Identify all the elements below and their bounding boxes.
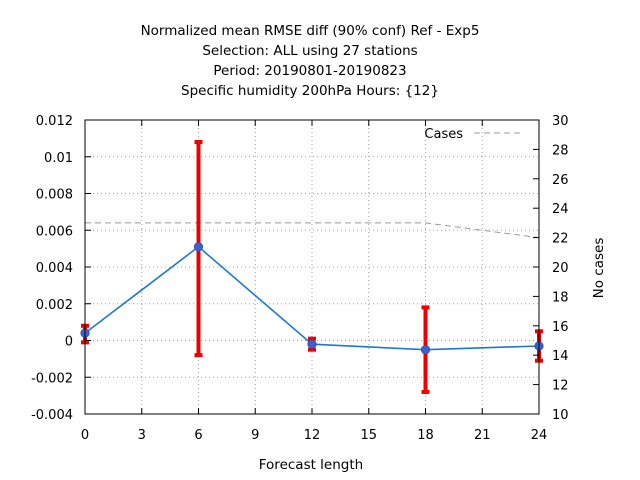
y2-tick-label: 28 bbox=[552, 143, 569, 158]
data-point bbox=[420, 345, 431, 355]
y-tick-label: -0.004 bbox=[31, 408, 73, 423]
x-axis-label: Forecast length bbox=[259, 457, 363, 473]
y-tick-label: 0.01 bbox=[44, 151, 73, 166]
x-tick-label: 0 bbox=[81, 428, 89, 443]
axis-ticks: 0 3 6 9 12 15 18 21 24 -0.004 -0.002 0 0.002 0.004 0.0… bbox=[31, 114, 568, 443]
legend: Cases bbox=[424, 127, 522, 142]
y-tick-label: 0.012 bbox=[36, 114, 73, 129]
x-tick-label: 3 bbox=[138, 428, 146, 443]
y2-tick-label: 24 bbox=[552, 202, 569, 217]
data-point bbox=[307, 339, 317, 349]
x-tick-label: 9 bbox=[251, 428, 259, 443]
title-line-4: Specific humidity 200hPa Hours: {12} bbox=[181, 83, 439, 99]
y-tick-label: -0.002 bbox=[31, 371, 73, 386]
y-tick-label: 0.004 bbox=[36, 261, 73, 276]
cases-line bbox=[85, 222, 540, 239]
y2-tick-label: 16 bbox=[552, 320, 569, 335]
y2-tick-label: 10 bbox=[552, 408, 569, 423]
cases-series bbox=[85, 222, 540, 239]
x-tick-label: 15 bbox=[360, 428, 377, 443]
y2-tick-label: 18 bbox=[552, 290, 569, 305]
y2-tick-label: 20 bbox=[552, 261, 569, 276]
y-tick-label: 0.006 bbox=[36, 224, 73, 239]
x-tick-label: 12 bbox=[304, 428, 321, 443]
y-tick-label: 0 bbox=[65, 335, 73, 350]
y-tick-label: 0.002 bbox=[36, 298, 73, 313]
main-series bbox=[80, 140, 544, 394]
title-line-3: Period: 20190801-20190823 bbox=[213, 63, 406, 79]
title-line-2: Selection: ALL using 27 stations bbox=[202, 43, 417, 59]
y-tick-label: 0.008 bbox=[36, 188, 73, 203]
y2-tick-label: 14 bbox=[552, 349, 569, 364]
y2-tick-label: 30 bbox=[552, 114, 569, 129]
grid bbox=[85, 120, 539, 414]
data-point bbox=[193, 242, 204, 252]
series-line bbox=[84, 245, 540, 351]
y2-tick-label: 12 bbox=[552, 379, 569, 394]
x-tick-label: 21 bbox=[474, 428, 491, 443]
x-tick-label: 6 bbox=[194, 428, 202, 443]
chart-title: Normalized mean RMSE diff (90% conf) Ref… bbox=[141, 23, 480, 99]
x-tick-label: 24 bbox=[531, 428, 548, 443]
y2-axis-label: No cases bbox=[591, 238, 607, 299]
y2-tick-label: 22 bbox=[552, 232, 569, 247]
title-line-1: Normalized mean RMSE diff (90% conf) Ref… bbox=[141, 23, 480, 39]
x-tick-label: 18 bbox=[417, 428, 434, 443]
y2-tick-label: 26 bbox=[552, 173, 569, 188]
legend-label-cases: Cases bbox=[424, 127, 463, 142]
